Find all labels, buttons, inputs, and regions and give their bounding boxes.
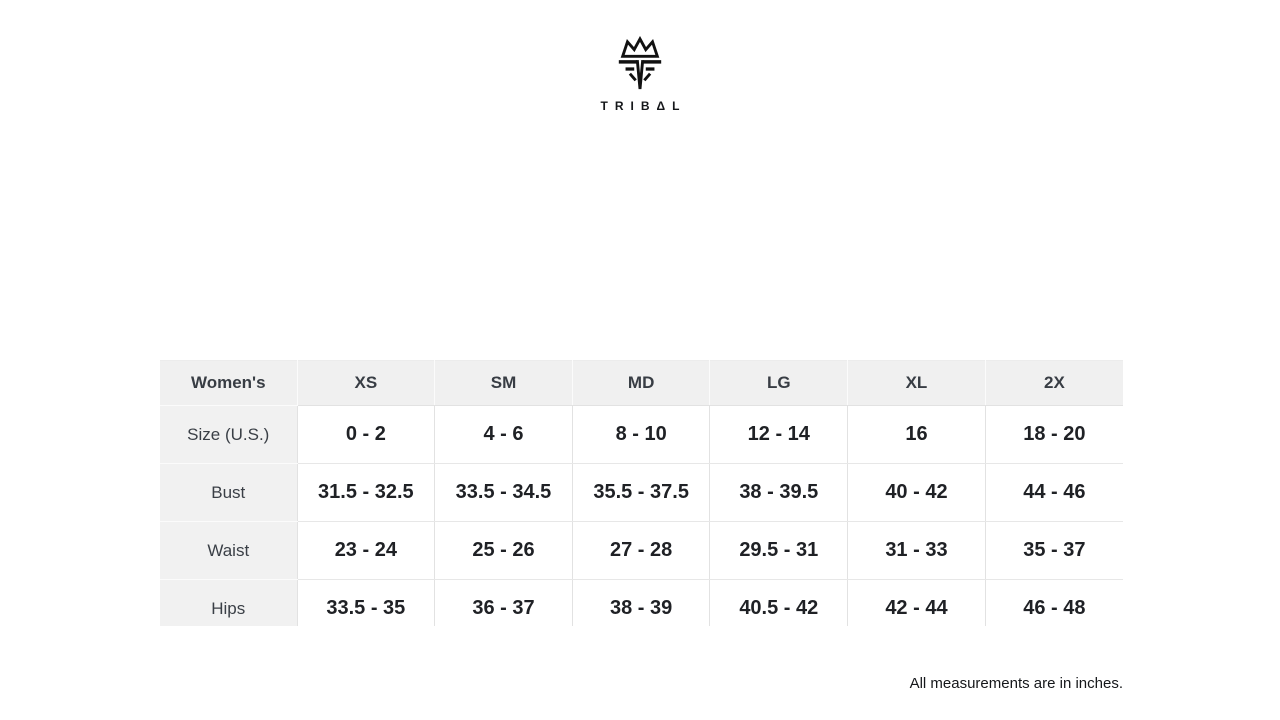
size-value: 44 - 46 [985,463,1123,522]
table-row-waist: Waist 23 - 24 25 - 26 27 - 28 29.5 - 31 … [160,521,1123,580]
size-value: 27 - 28 [572,521,711,580]
column-header-2x: 2X [985,360,1123,406]
column-header-lg: LG [709,360,849,406]
tribal-logo-icon [618,36,662,90]
row-label-waist: Waist [160,521,298,580]
row-label-hips: Hips [160,579,298,626]
size-value: 35.5 - 37.5 [572,463,711,522]
table-header-row: Women's XS SM MD LG XL 2X [160,360,1123,406]
size-value: 38 - 39 [572,579,711,626]
size-value: 4 - 6 [434,405,573,464]
row-label-size: Size (U.S.) [160,405,298,464]
column-header-md: MD [572,360,711,406]
size-value: 35 - 37 [985,521,1123,580]
brand-wordmark: TRIBΔL [600,99,687,113]
brand-logo: TRIBΔL [0,36,1280,113]
size-value: 16 [847,405,986,464]
size-value: 36 - 37 [434,579,573,626]
size-value: 33.5 - 35 [297,579,436,626]
size-value: 38 - 39.5 [709,463,849,522]
size-value: 29.5 - 31 [709,521,849,580]
column-header-xl: XL [847,360,986,406]
column-header-womens: Women's [160,360,298,406]
size-value: 40.5 - 42 [709,579,849,626]
row-label-bust: Bust [160,463,298,522]
size-value: 23 - 24 [297,521,436,580]
table-row-bust: Bust 31.5 - 32.5 33.5 - 34.5 35.5 - 37.5… [160,463,1123,522]
size-value: 12 - 14 [709,405,849,464]
size-chart-container: Women's XS SM MD LG XL 2X Size (U.S.) 0 … [160,360,1123,626]
size-value: 25 - 26 [434,521,573,580]
size-value: 40 - 42 [847,463,986,522]
size-value: 18 - 20 [985,405,1123,464]
size-value: 0 - 2 [297,405,436,464]
size-value: 8 - 10 [572,405,711,464]
size-value: 46 - 48 [985,579,1123,626]
column-header-sm: SM [434,360,573,406]
size-table: Women's XS SM MD LG XL 2X Size (U.S.) 0 … [160,360,1123,626]
size-value: 31.5 - 32.5 [297,463,436,522]
measurement-note: All measurements are in inches. [909,675,1123,692]
size-value: 31 - 33 [847,521,986,580]
size-value: 33.5 - 34.5 [434,463,573,522]
size-value: 42 - 44 [847,579,986,626]
table-row-hips: Hips 33.5 - 35 36 - 37 38 - 39 40.5 - 42… [160,579,1123,626]
table-row-size: Size (U.S.) 0 - 2 4 - 6 8 - 10 12 - 14 1… [160,405,1123,464]
column-header-xs: XS [297,360,436,406]
